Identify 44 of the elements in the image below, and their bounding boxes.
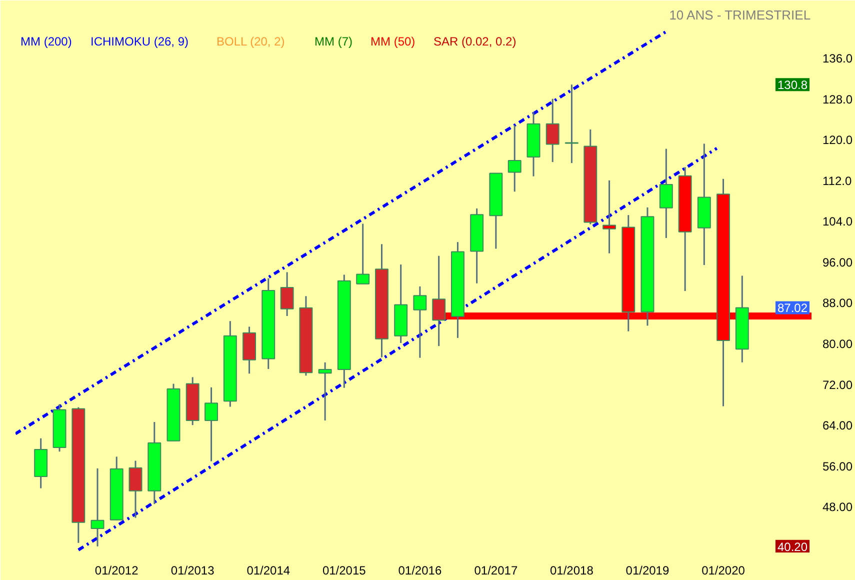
y-tick-label: 112.0: [822, 174, 852, 188]
x-tick-label: 01/2013: [170, 564, 215, 578]
candlestick: [508, 124, 522, 192]
candlestick: [128, 460, 142, 519]
x-tick-label: 01/2019: [626, 564, 670, 578]
y-tick-label: 104.0: [822, 214, 853, 229]
annotation: MM (50): [370, 34, 416, 48]
candlestick: [659, 148, 673, 239]
candlestick: [564, 84, 578, 164]
y-tick-label: 128.0: [822, 92, 853, 106]
chart-subtitle: 10 ANS - TRIMESTRIEL: [669, 8, 811, 22]
annotation: 87.02: [777, 301, 808, 316]
candlestick: [318, 362, 332, 422]
y-tick-label: 72.00: [822, 378, 853, 392]
candlestick: [546, 98, 560, 163]
annotation: BOLL (20, 2): [216, 34, 285, 48]
y-tick-label: 64.00: [822, 418, 853, 433]
annotation: 130.8: [777, 78, 808, 92]
candlestick: [204, 386, 218, 462]
candlestick: [280, 271, 294, 317]
x-tick-label: 01/2016: [398, 564, 442, 578]
x-tick-label: 01/2017: [474, 564, 518, 578]
y-tick-label: 56.00: [822, 459, 853, 474]
x-tick-label: 01/2012: [94, 564, 139, 578]
x-tick-label: 01/2014: [246, 564, 290, 578]
candlestick: [413, 286, 427, 359]
candlestick: [602, 180, 616, 254]
y-tick-label: 48.00: [822, 500, 853, 514]
annotation: ICHIMOKU (26, 9): [90, 34, 189, 48]
annotation: MM (7): [314, 34, 352, 48]
candlestick: [432, 255, 446, 347]
x-tick-label: 01/2015: [322, 564, 366, 578]
y-tick-label: 88.00: [822, 296, 853, 310]
annotation: 40.20: [777, 540, 808, 554]
annotation: MM (200): [20, 34, 72, 48]
y-tick-label: 120.0: [822, 133, 853, 148]
y-tick-label: 96.00: [822, 255, 853, 270]
y-tick-label: 136.0: [822, 52, 853, 66]
candlestick: [356, 222, 370, 285]
candlestick: [90, 468, 104, 548]
x-tick-label: 01/2018: [550, 564, 594, 578]
annotation: SAR (0.02, 0.2): [434, 34, 516, 48]
y-tick-label: 80.00: [822, 337, 853, 352]
x-tick-label: 01/2020: [702, 564, 746, 578]
